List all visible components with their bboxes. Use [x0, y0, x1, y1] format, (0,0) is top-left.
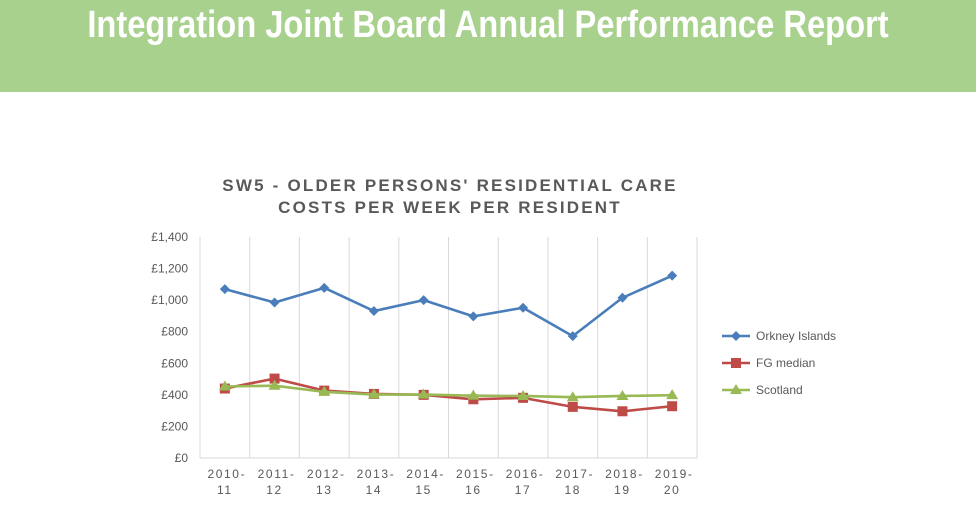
- data-point-orkney-islands: [567, 331, 578, 342]
- series-line-scotland: [224, 384, 673, 399]
- x-tick-label: 2017-: [555, 467, 594, 481]
- data-point-scotland: [218, 380, 231, 391]
- data-point-fg-median: [567, 401, 578, 412]
- data-point-scotland: [566, 391, 579, 402]
- data-point-scotland: [467, 389, 480, 400]
- y-tick-label: £600: [161, 356, 188, 370]
- data-point-orkney-islands: [319, 282, 330, 293]
- x-tick-label: 2011-: [258, 467, 296, 481]
- data-point-scotland: [417, 388, 430, 399]
- chart-title-line2: COSTS PER WEEK PER RESIDENT: [278, 198, 622, 217]
- x-tick-label: 15: [415, 483, 432, 497]
- x-tick-label: 17: [515, 483, 532, 497]
- y-tick-label: £1,000: [151, 293, 188, 307]
- y-tick-label: £400: [161, 388, 188, 402]
- y-tick-label: £0: [175, 451, 189, 465]
- data-point-scotland: [367, 388, 380, 399]
- data-point-scotland: [666, 389, 679, 400]
- x-tick-label: 20: [664, 483, 681, 497]
- data-point-orkney-islands: [518, 302, 529, 313]
- x-tick-label: 2019-: [655, 467, 694, 481]
- data-point-orkney-islands: [219, 284, 230, 295]
- data-point-orkney-islands: [667, 270, 678, 281]
- y-tick-label: £800: [161, 325, 188, 339]
- x-tick-label: 16: [465, 483, 482, 497]
- data-point-scotland: [318, 385, 331, 396]
- x-tick-label: 19: [614, 483, 631, 497]
- data-point-scotland: [517, 389, 530, 400]
- data-point-orkney-islands: [368, 306, 379, 317]
- report-title: Integration Joint Board Annual Performan…: [87, 4, 889, 46]
- legend-marker-orkney-islands: [731, 331, 741, 341]
- data-point-scotland: [616, 389, 629, 400]
- chart-title-line1: SW5 - OLDER PERSONS' RESIDENTIAL CARE: [222, 176, 678, 195]
- legend-label-scotland: Scotland: [756, 383, 803, 397]
- y-tick-label: £200: [161, 419, 188, 433]
- x-tick-label: 2015-: [456, 467, 495, 481]
- y-tick-label: £1,200: [151, 262, 188, 276]
- x-tick-label: 14: [366, 483, 383, 497]
- header-banner: Integration Joint Board Annual Performan…: [0, 0, 976, 92]
- x-tick-label: 2014-: [406, 467, 445, 481]
- x-tick-label: 18: [564, 483, 581, 497]
- legend-marker-fg-median: [731, 358, 741, 368]
- x-tick-label: 2016-: [506, 467, 545, 481]
- data-point-orkney-islands: [617, 292, 628, 303]
- data-point-fg-median: [269, 373, 280, 384]
- x-tick-label: 13: [316, 483, 333, 497]
- data-point-scotland: [268, 379, 281, 390]
- data-point-orkney-islands: [418, 295, 429, 306]
- y-tick-label: £1,400: [151, 230, 188, 244]
- legend-marker-scotland: [730, 384, 742, 394]
- data-point-fg-median: [617, 406, 628, 417]
- series-line-orkney-islands: [224, 274, 673, 338]
- chart-title: SW5 - OLDER PERSONS' RESIDENTIAL CARE CO…: [200, 175, 700, 219]
- data-point-fg-median: [667, 401, 678, 412]
- series-line-fg-median: [224, 377, 673, 413]
- x-tick-label: 2012-: [307, 467, 346, 481]
- x-tick-label: 11: [217, 483, 233, 497]
- x-tick-label: 2013-: [357, 467, 396, 481]
- legend-label-orkney-islands: Orkney Islands: [756, 329, 836, 343]
- x-tick-label: 12: [266, 483, 283, 497]
- x-tick-label: 2018-: [605, 467, 644, 481]
- data-point-orkney-islands: [468, 311, 479, 322]
- legend-label-fg-median: FG median: [756, 356, 815, 370]
- data-point-orkney-islands: [269, 297, 280, 308]
- x-tick-label: 2010-: [207, 467, 246, 481]
